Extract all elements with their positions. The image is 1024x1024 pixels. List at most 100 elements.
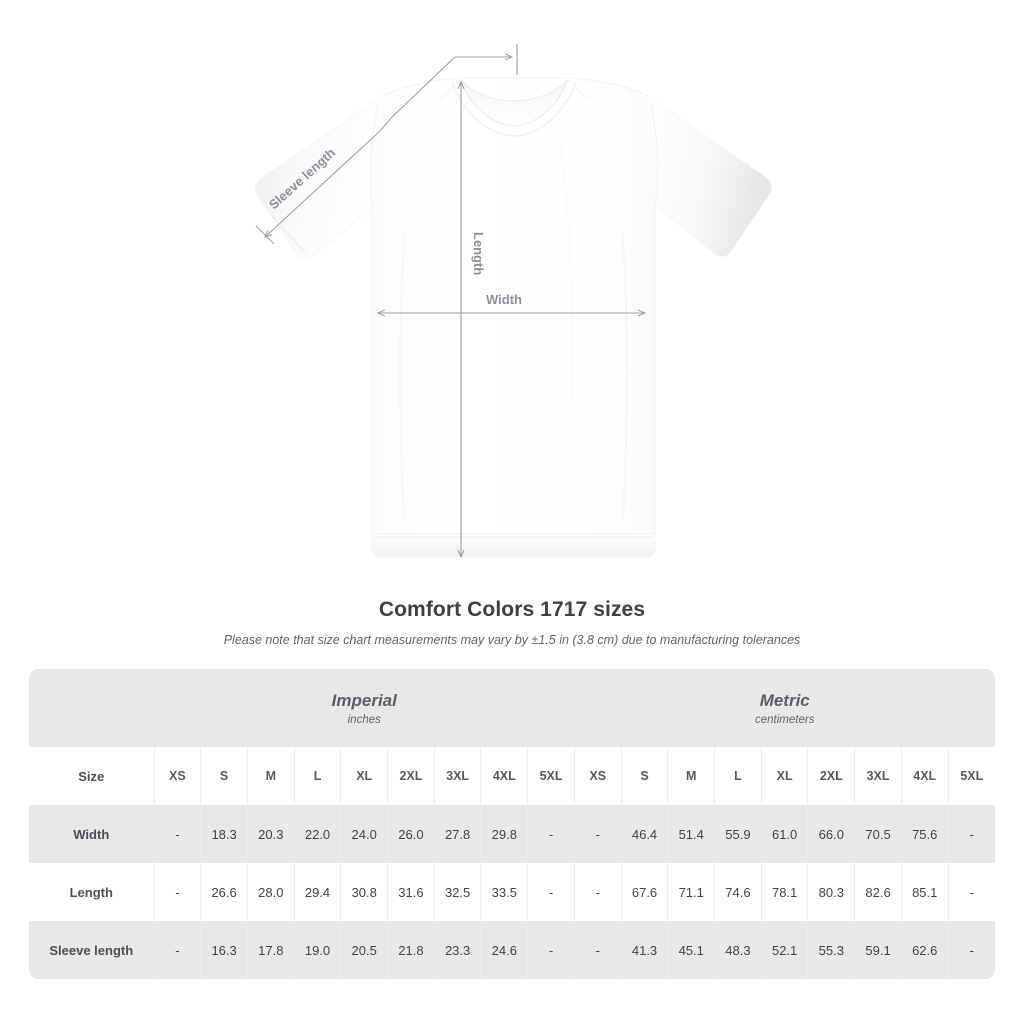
cell-sleeve-metric-xl: 52.1 (760, 921, 808, 979)
cell-width-imperial-s: 18.3 (200, 805, 248, 863)
cell-length-metric-s: 67.6 (620, 863, 668, 921)
cell-sleeve-metric-4xl: 62.6 (900, 921, 949, 979)
cell-length-imperial-4xl: 33.5 (480, 863, 528, 921)
size-header-imperial-s: S (200, 747, 248, 805)
cell-length-metric-4xl: 85.1 (900, 863, 949, 921)
size-header-metric-s: S (620, 747, 668, 805)
cell-sleeve-imperial-l: 19.0 (293, 921, 341, 979)
cell-length-metric-xl: 78.1 (760, 863, 808, 921)
unit-name-metric: Metric (759, 691, 810, 711)
size-column-label: Size (29, 747, 155, 805)
cell-sleeve-metric-5xl: - (947, 921, 995, 979)
cell-length-imperial-3xl: 32.5 (433, 863, 481, 921)
cell-sleeve-metric-3xl: 59.1 (854, 921, 902, 979)
unit-sub-metric: centimeters (755, 713, 815, 726)
cell-width-metric-4xl: 75.6 (900, 805, 949, 863)
cell-width-metric-2xl: 66.0 (807, 805, 855, 863)
size-header-metric-xs: XS (573, 747, 622, 805)
width-label: Width (486, 292, 522, 307)
cell-length-imperial-m: 28.0 (246, 863, 295, 921)
cell-width-metric-l: 55.9 (714, 805, 762, 863)
cell-length-metric-xs: - (573, 863, 622, 921)
cell-length-metric-3xl: 82.6 (854, 863, 902, 921)
tolerance-note: Please note that size chart measurements… (223, 633, 801, 647)
size-header-metric-l: L (714, 747, 762, 805)
size-header-imperial-m: M (246, 747, 295, 805)
row-label-length: Length (29, 863, 155, 921)
cell-sleeve-imperial-xs: - (153, 921, 201, 979)
cell-width-metric-xl: 61.0 (760, 805, 808, 863)
size-header-imperial-2xl: 2XL (387, 747, 435, 805)
cell-sleeve-imperial-2xl: 21.8 (387, 921, 435, 979)
cell-width-imperial-l: 22.0 (293, 805, 341, 863)
cell-width-metric-3xl: 70.5 (854, 805, 902, 863)
cell-sleeve-imperial-5xl: - (527, 921, 575, 979)
table-row: Width - 18.3 20.3 22.0 24.0 26.0 27.8 29… (29, 805, 995, 863)
cell-width-imperial-5xl: - (527, 805, 575, 863)
title-block: Comfort Colors 1717 sizes Please note th… (0, 598, 1024, 647)
cell-width-metric-m: 51.4 (667, 805, 715, 863)
cell-length-imperial-xs: - (153, 863, 201, 921)
tshirt-hem (371, 533, 656, 558)
unit-header-spacer (29, 669, 155, 747)
unit-sub-imperial: inches (347, 713, 381, 726)
size-header-metric-m: M (667, 747, 715, 805)
cell-length-imperial-xl: 30.8 (340, 863, 388, 921)
length-annotation: Length (461, 82, 486, 557)
size-header-metric-5xl: 5XL (947, 747, 995, 805)
cell-length-metric-5xl: - (947, 863, 995, 921)
tshirt-left-sleeve (255, 95, 384, 259)
cell-width-imperial-m: 20.3 (246, 805, 295, 863)
cell-width-metric-5xl: - (947, 805, 995, 863)
garment-diagram: Sleeve length Length Width (255, 44, 772, 585)
tshirt-right-sleeve (646, 95, 772, 257)
cell-length-imperial-s: 26.6 (200, 863, 248, 921)
unit-name-imperial: Imperial (331, 691, 397, 711)
cell-sleeve-imperial-3xl: 23.3 (433, 921, 481, 979)
page-title: Comfort Colors 1717 sizes (378, 598, 646, 621)
table-row: Sleeve length - 16.3 17.8 19.0 20.5 21.8… (29, 921, 995, 979)
cell-sleeve-imperial-s: 16.3 (200, 921, 248, 979)
size-header-imperial-5xl: 5XL (527, 747, 575, 805)
cell-width-imperial-xl: 24.0 (340, 805, 388, 863)
cell-width-metric-s: 46.4 (620, 805, 668, 863)
cell-width-imperial-4xl: 29.8 (480, 805, 528, 863)
cell-sleeve-metric-l: 48.3 (714, 921, 762, 979)
unit-header-metric: Metric centimeters (574, 669, 995, 747)
size-header-imperial-l: L (293, 747, 341, 805)
size-header-imperial-3xl: 3XL (433, 747, 481, 805)
width-annotation: Width (378, 292, 645, 313)
size-chart-table: Imperial inches Metric centimeters Size … (29, 669, 995, 979)
unit-header-imperial: Imperial inches (154, 669, 575, 747)
size-header-row: Size XS S M L XL 2XL 3XL 4XL 5XL XS S M … (29, 747, 995, 805)
cell-sleeve-imperial-xl: 20.5 (340, 921, 388, 979)
size-header-imperial-4xl: 4XL (480, 747, 528, 805)
cell-sleeve-imperial-4xl: 24.6 (480, 921, 528, 979)
size-header-metric-2xl: 2XL (807, 747, 855, 805)
size-header-metric-xl: XL (760, 747, 808, 805)
cell-length-imperial-2xl: 31.6 (387, 863, 435, 921)
size-header-imperial-xl: XL (340, 747, 388, 805)
row-label-sleeve-length: Sleeve length (29, 921, 155, 979)
table-row: Length - 26.6 28.0 29.4 30.8 31.6 32.5 3… (29, 863, 995, 921)
row-label-width: Width (29, 805, 155, 863)
cell-length-imperial-5xl: - (527, 863, 575, 921)
unit-header-row: Imperial inches Metric centimeters (29, 669, 995, 747)
cell-length-metric-l: 74.6 (714, 863, 762, 921)
cell-width-imperial-xs: - (153, 805, 201, 863)
cell-length-imperial-l: 29.4 (293, 863, 341, 921)
cell-sleeve-metric-2xl: 55.3 (807, 921, 855, 979)
size-header-metric-3xl: 3XL (854, 747, 902, 805)
cell-length-metric-2xl: 80.3 (807, 863, 855, 921)
size-header-imperial-xs: XS (153, 747, 201, 805)
cell-length-metric-m: 71.1 (667, 863, 715, 921)
size-chart-table-wrapper: Imperial inches Metric centimeters Size … (29, 669, 995, 979)
cell-width-metric-xs: - (573, 805, 622, 863)
cell-width-imperial-3xl: 27.8 (433, 805, 481, 863)
cell-sleeve-metric-xs: - (573, 921, 622, 979)
tshirt-illustration (255, 77, 772, 558)
size-header-metric-4xl: 4XL (900, 747, 949, 805)
cell-sleeve-imperial-m: 17.8 (246, 921, 295, 979)
cell-width-imperial-2xl: 26.0 (387, 805, 435, 863)
